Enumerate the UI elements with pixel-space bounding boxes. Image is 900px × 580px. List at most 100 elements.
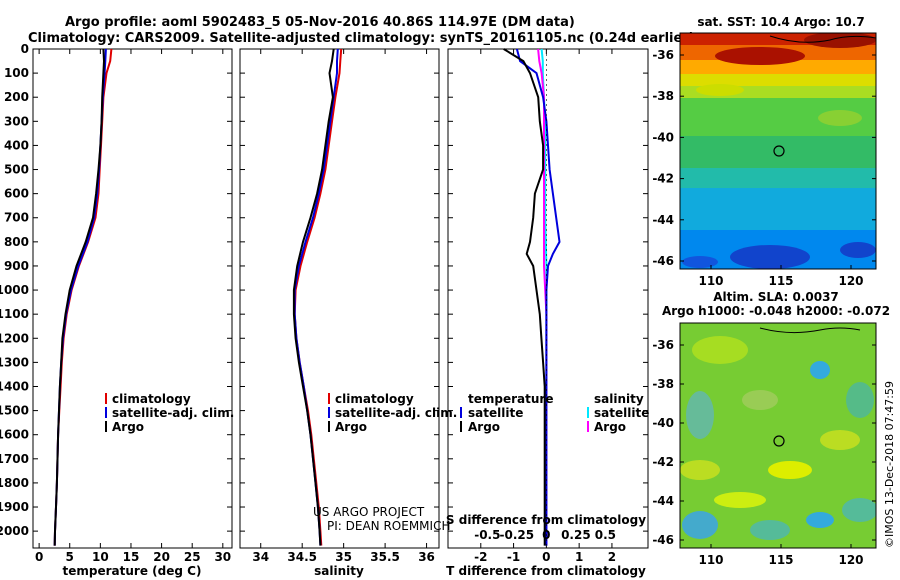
depth-tick-label: 800 [4,235,29,249]
title-line2: Climatology: CARS2009. Satellite-adjuste… [28,31,695,46]
x-tick-label: -2 [474,550,487,564]
legend-argo: Argo [335,420,367,434]
sla-map [680,323,876,548]
x-top-tick-label: -0.5 [474,528,500,542]
lat-tick-label: -40 [652,416,674,430]
lon-tick-label: 115 [768,553,793,567]
x-tick-label: 0 [542,550,550,564]
lat-tick-label: -38 [652,377,674,391]
legend-salinity-title: salinity [594,392,644,406]
legend-argo: Argo [112,420,144,434]
map-bottom-title-1: Altim. SLA: 0.0037 [713,290,839,304]
legend-temperature-title: temperature [468,392,553,406]
x-tick-label: 35.5 [370,550,400,564]
depth-tick-label: 2000 [0,524,29,538]
depth-tick-label: 100 [4,66,29,80]
legend-climatology: climatology [112,392,191,406]
salinity-legend: climatology satellite-adj. clim. Argo [328,392,457,434]
depth-tick-label: 0 [21,42,29,56]
x-tick-label: 2 [608,550,616,564]
lat-tick-label: -36 [652,48,674,62]
salinity-xlabel: salinity [314,564,364,578]
lat-tick-label: -40 [652,130,674,144]
depth-axis: 0 100 200 300 400 500 600 700 800 900 1000 1100 1200… [0,42,648,538]
x-tick-label: 5 [66,550,74,564]
lat-tick-label: -46 [652,533,674,547]
depth-tick-label: 400 [4,138,29,152]
series-line-climatology [53,48,113,546]
pi-annotation: PI: DEAN ROEMMICH [327,519,450,533]
depth-tick-label: 1500 [0,404,29,418]
series-line-satellite-adj-clim- [53,48,107,546]
legend-satellite: satellite-adj. clim. [112,406,234,420]
x-top-tick-label: -0.25 [500,528,535,542]
legend-t-argo: Argo [468,420,500,434]
x-tick-label: 35 [335,550,352,564]
x-tick-label: 25 [184,550,201,564]
depth-tick-label: 1400 [0,379,29,393]
x-tick-label: 34.5 [287,550,317,564]
temperature-legend: climatology satellite-adj. clim. Argo [105,392,234,434]
legend-s-argo: Argo [594,420,626,434]
depth-tick-label: 200 [4,90,29,104]
temperature-chart: 0 5 10 15 20 25 30 [35,48,231,564]
map-bottom-title-2: Argo h1000: -0.048 h2000: -0.072 [662,304,890,318]
depth-tick-label: 1000 [0,283,29,297]
x-tick-label: 36 [418,550,435,564]
legend-climatology: climatology [335,392,414,406]
legend-t-satellite: satellite [468,406,523,420]
depth-tick-label: 1200 [0,331,29,345]
salinity-panel [239,48,440,549]
depth-tick-label: 1900 [0,500,29,514]
x-tick-label: 30 [214,550,231,564]
map-top-title: sat. SST: 10.4 Argo: 10.7 [697,15,864,29]
depth-tick-label: 1600 [0,428,29,442]
title-line1: Argo profile: aoml 5902483_5 05-Nov-2016… [65,15,575,30]
x-tick-label: -1 [507,550,520,564]
difference-panel [447,48,649,549]
salinity-chart: 34 34.5 35 35.5 36 [252,48,435,564]
series-line-argo [292,48,335,546]
x-tick-label: 20 [153,550,170,564]
depth-tick-label: 600 [4,187,29,201]
series-line-argo [53,48,106,546]
sst-map [680,33,876,269]
x-tick-label: 10 [92,550,109,564]
series-line-t-argo [503,48,546,546]
depth-tick-label: 1800 [0,476,29,490]
x-top-tick-label: 0.25 [561,528,591,542]
temperature-panel [32,48,233,549]
lat-tick-label: -36 [652,338,674,352]
lon-tick-label: 115 [768,274,793,288]
difference-xlabel: T difference from climatology [446,564,646,578]
legend-satellite: satellite-adj. clim. [335,406,457,420]
legend-s-satellite: satellite [594,406,649,420]
lat-tick-label: -42 [652,172,674,186]
depth-tick-label: 300 [4,114,29,128]
lon-tick-label: 120 [838,274,863,288]
credit-stamp: ©IMOS 13-Dec-2018 07:47:59 [883,381,896,548]
lat-tick-label: -42 [652,455,674,469]
depth-tick-label: 1100 [0,307,29,321]
difference-legend: temperature satellite Argo salinity sate… [460,392,649,434]
lon-tick-label: 110 [698,553,723,567]
depth-tick-label: 1300 [0,355,29,369]
difference-xlabel-top: S difference from climatology [446,513,646,527]
depth-tick-label: 900 [4,259,29,273]
x-tick-label: 34 [252,550,269,564]
map-ticks: 110 115 120 -36 -38 -40 -42 -44 -46 110 115 120 -36 -… [652,48,876,567]
lon-tick-label: 120 [838,553,863,567]
lat-tick-label: -38 [652,89,674,103]
series-line-t-satellite [515,48,561,546]
x-tick-label: 0 [35,550,43,564]
difference-chart: -2 -1 0 1 2-0.5 -0.25 0 0.25 0.5 [474,48,616,564]
lat-tick-label: -44 [652,213,674,227]
lat-tick-label: -46 [652,254,674,268]
lon-tick-label: 110 [698,274,723,288]
depth-tick-label: 700 [4,211,29,225]
project-annotation: US ARGO PROJECT [313,505,425,519]
temperature-xlabel: temperature (deg C) [63,564,202,578]
depth-tick-label: 1700 [0,452,29,466]
lat-tick-label: -44 [652,494,674,508]
